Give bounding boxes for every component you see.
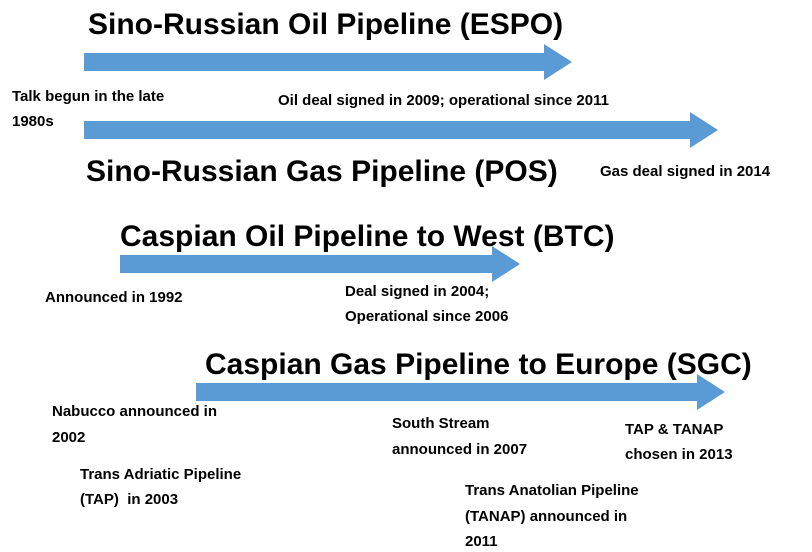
note-line: 1980s	[12, 113, 54, 130]
note-line: Gas deal signed in 2014	[600, 163, 771, 180]
pipeline-title: Sino-Russian Oil Pipeline (ESPO)	[88, 8, 563, 41]
pipeline-title: Sino-Russian Gas Pipeline (POS)	[86, 155, 558, 188]
note-line: announced in 2007	[392, 441, 527, 458]
note-line: Trans Adriatic Pipeline	[80, 466, 241, 483]
arrow	[120, 246, 520, 282]
arrow	[84, 112, 718, 148]
arrow	[196, 374, 725, 410]
pipeline-title: Caspian Gas Pipeline to Europe (SGC)	[205, 348, 752, 381]
note-line: Operational since 2006	[345, 308, 508, 325]
note-line: (TANAP) announced in	[465, 508, 627, 525]
note-line: 2002	[52, 429, 85, 446]
arrow	[84, 44, 572, 80]
note-line: Talk begun in the late	[12, 88, 164, 105]
note-line: Deal signed in 2004;	[345, 283, 489, 300]
note-line: Trans Anatolian Pipeline	[465, 482, 639, 499]
note-line: chosen in 2013	[625, 446, 733, 463]
note-line: Announced in 1992	[45, 289, 183, 306]
pipeline-title: Caspian Oil Pipeline to West (BTC)	[120, 220, 615, 253]
note-line: 2011	[465, 533, 498, 550]
note-line: Oil deal signed in 2009; operational sin…	[278, 92, 609, 109]
note-line: TAP & TANAP	[625, 421, 723, 438]
note-line: South Stream	[392, 415, 490, 432]
note-line: (TAP) in 2003	[80, 491, 178, 508]
note-line: Nabucco announced in	[52, 403, 217, 420]
